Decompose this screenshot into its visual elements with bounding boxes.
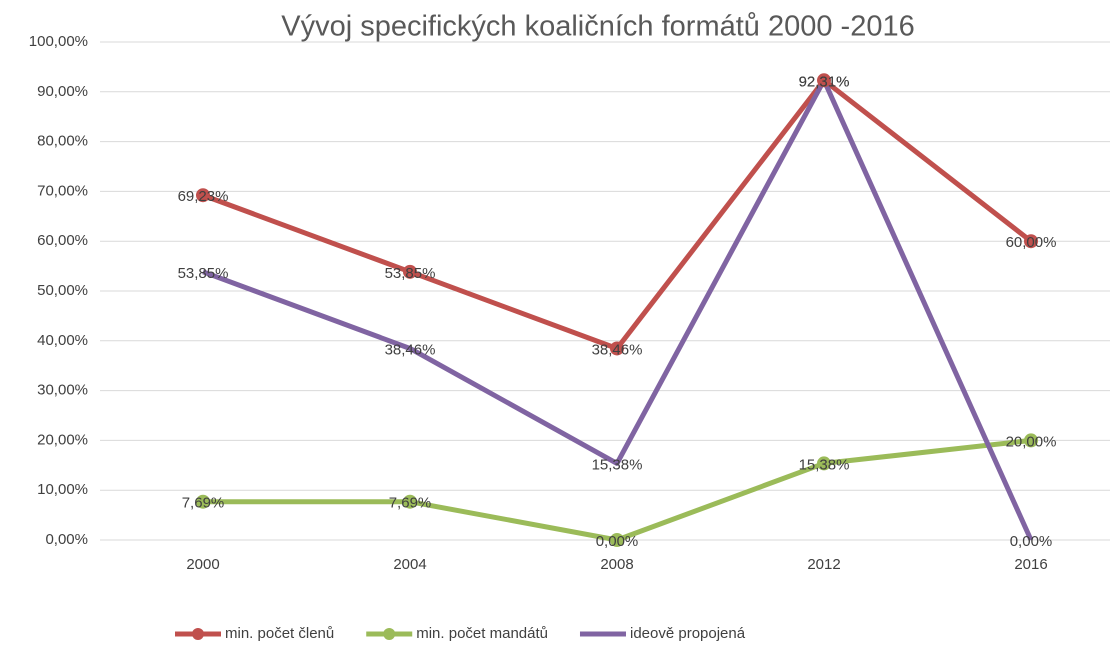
x-tick-label: 2004	[393, 556, 426, 573]
x-tick-label: 2008	[600, 556, 633, 573]
legend-label: min. počet mandátů	[416, 625, 548, 642]
data-label: 20,00%	[1006, 433, 1057, 450]
point	[403, 494, 417, 509]
point	[610, 533, 624, 547]
data-label: 38,46%	[385, 341, 436, 358]
data-label: 38,46%	[592, 341, 643, 358]
data-label: 0,00%	[596, 533, 639, 550]
chart-title: Vývoj specifických koaličních formátů 20…	[281, 11, 914, 43]
x-tick-label: 2016	[1014, 556, 1047, 573]
data-label: 15,38%	[592, 456, 643, 473]
point	[196, 188, 210, 203]
y-tick-label: 60,00%	[37, 232, 88, 249]
data-label: 60,00%	[1006, 234, 1057, 251]
data-label: 92,31%	[799, 73, 850, 90]
y-tick-label: 80,00%	[37, 133, 88, 150]
legend-marker	[192, 628, 204, 640]
point	[1024, 234, 1038, 249]
x-tick-label: 2000	[186, 556, 219, 573]
point	[610, 341, 624, 356]
y-tick-label: 100,00%	[29, 33, 88, 50]
data-label: 0,00%	[1010, 533, 1053, 550]
y-tick-label: 20,00%	[37, 431, 88, 448]
y-tick-label: 10,00%	[37, 481, 88, 498]
y-tick-label: 30,00%	[37, 382, 88, 399]
data-label: 7,69%	[389, 495, 432, 512]
data-label: 92,31%	[799, 73, 850, 90]
point	[817, 73, 831, 88]
y-tick-label: 90,00%	[37, 83, 88, 100]
y-tick-label: 40,00%	[37, 332, 88, 349]
y-tick-label: 0,00%	[45, 531, 88, 548]
y-tick-label: 50,00%	[37, 282, 88, 299]
legend-label: ideově propojená	[630, 625, 746, 642]
point	[1024, 433, 1038, 448]
series-line	[202, 77, 1033, 351]
data-label: 15,38%	[799, 456, 850, 473]
legend-marker	[383, 628, 396, 640]
y-tick-label: 70,00%	[37, 182, 88, 199]
data-label: 7,69%	[182, 495, 225, 512]
x-tick-label: 2012	[807, 556, 840, 573]
point	[817, 456, 831, 471]
data-label: 53,85%	[385, 265, 436, 282]
data-label: 53,85%	[178, 265, 229, 282]
legend-label: min. počet členů	[225, 625, 334, 642]
series-line	[202, 77, 1034, 542]
point	[403, 264, 417, 279]
data-label: 69,23%	[178, 188, 229, 205]
point	[196, 494, 210, 509]
